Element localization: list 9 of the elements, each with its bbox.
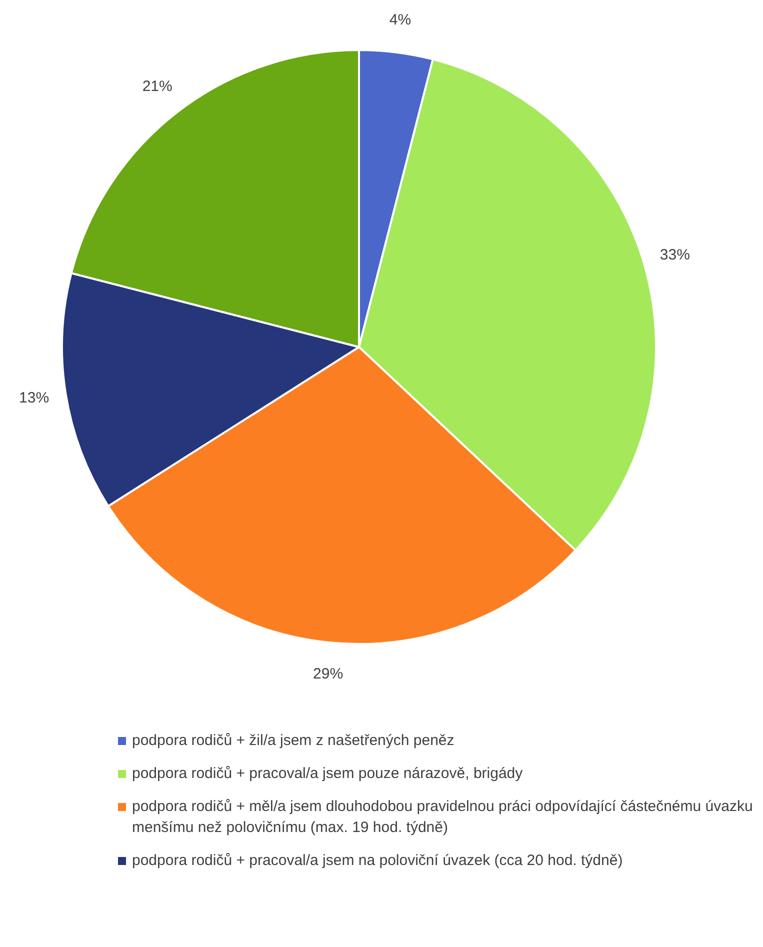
legend-label: podpora rodičů + měl/a jsem dlouhodobou pravidelnou práci odpovídající částečnému úvazku menšímu než polovičnímu (max. 19 hod. týdně) xyxy=(132,797,754,838)
legend-label: podpora rodičů + pracoval/a jsem na poloviční úvazek (cca 20 hod. týdně) xyxy=(132,851,623,871)
data-label: 29% xyxy=(313,666,344,683)
data-label: 13% xyxy=(19,390,50,407)
data-label: 21% xyxy=(142,78,172,96)
legend-label: podpora rodičů + pracoval/a jsem pouze nárazově, brigády xyxy=(132,764,523,784)
data-label: 4% xyxy=(389,12,412,29)
data-label: 33% xyxy=(660,246,690,264)
legend-label: podpora rodičů + žil/a jsem z našetřených peněz xyxy=(132,731,454,751)
